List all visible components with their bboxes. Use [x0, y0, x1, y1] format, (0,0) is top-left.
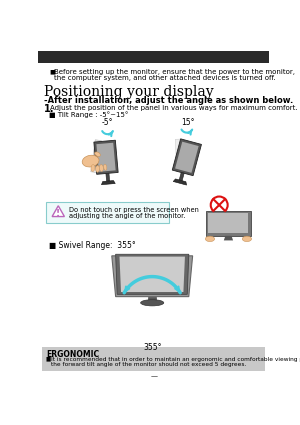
Ellipse shape — [95, 152, 100, 156]
Polygon shape — [173, 179, 187, 185]
Text: Positioning your display: Positioning your display — [44, 85, 214, 99]
Text: 15°: 15° — [182, 118, 195, 127]
Polygon shape — [101, 181, 115, 185]
Text: -After installation, adjust the angle as shown below.: -After installation, adjust the angle as… — [44, 96, 294, 105]
Ellipse shape — [205, 236, 214, 241]
Polygon shape — [179, 173, 184, 181]
Ellipse shape — [82, 155, 99, 167]
Text: ■ Tilt Range : -5°~15°: ■ Tilt Range : -5°~15° — [49, 111, 128, 118]
FancyBboxPatch shape — [208, 213, 248, 233]
Text: adjusting the angle of the monitor.: adjusting the angle of the monitor. — [69, 213, 185, 219]
Polygon shape — [175, 139, 183, 172]
Polygon shape — [52, 206, 64, 217]
Polygon shape — [116, 254, 189, 295]
Ellipse shape — [104, 164, 107, 170]
Text: 355°: 355° — [143, 343, 161, 352]
Text: the forward tilt angle of the monitor should not exceed 5 degrees.: the forward tilt angle of the monitor sh… — [51, 362, 247, 367]
Polygon shape — [94, 140, 118, 174]
Ellipse shape — [91, 164, 95, 172]
FancyBboxPatch shape — [46, 202, 169, 224]
Polygon shape — [148, 297, 156, 303]
Ellipse shape — [141, 300, 164, 306]
Ellipse shape — [242, 236, 251, 241]
Text: Connecting the Display: Connecting the Display — [43, 52, 157, 62]
Text: Before setting up the monitor, ensure that the power to the monitor,: Before setting up the monitor, ensure th… — [54, 69, 295, 76]
FancyBboxPatch shape — [206, 211, 251, 236]
Circle shape — [211, 196, 228, 213]
Polygon shape — [91, 140, 101, 173]
Text: It is recommended that in order to maintain an ergonomic and comfortable viewing: It is recommended that in order to maint… — [51, 357, 300, 362]
Polygon shape — [224, 236, 233, 241]
Text: the computer system, and other attached devices is turned off.: the computer system, and other attached … — [54, 75, 275, 81]
Text: Adjust the position of the panel in various ways for maximum comfort.: Adjust the position of the panel in vari… — [50, 105, 297, 111]
Text: ERGONOMIC: ERGONOMIC — [46, 350, 99, 359]
Text: ■ Swivel Range:  355°: ■ Swivel Range: 355° — [49, 241, 136, 250]
Text: —: — — [150, 374, 157, 380]
Text: -5°: -5° — [102, 118, 113, 127]
Text: Do not touch or press the screen when: Do not touch or press the screen when — [69, 207, 199, 213]
Text: ■: ■ — [46, 357, 51, 362]
Polygon shape — [172, 139, 202, 176]
Bar — [42, 347, 266, 371]
Bar — [38, 51, 269, 63]
Ellipse shape — [96, 165, 100, 172]
Text: ■: ■ — [49, 69, 55, 74]
Ellipse shape — [99, 164, 103, 172]
Text: 1.: 1. — [44, 104, 55, 114]
Polygon shape — [106, 173, 110, 181]
Text: !: ! — [56, 209, 60, 218]
Polygon shape — [112, 256, 193, 297]
Polygon shape — [96, 143, 116, 172]
Polygon shape — [175, 142, 199, 173]
Polygon shape — [119, 257, 185, 292]
